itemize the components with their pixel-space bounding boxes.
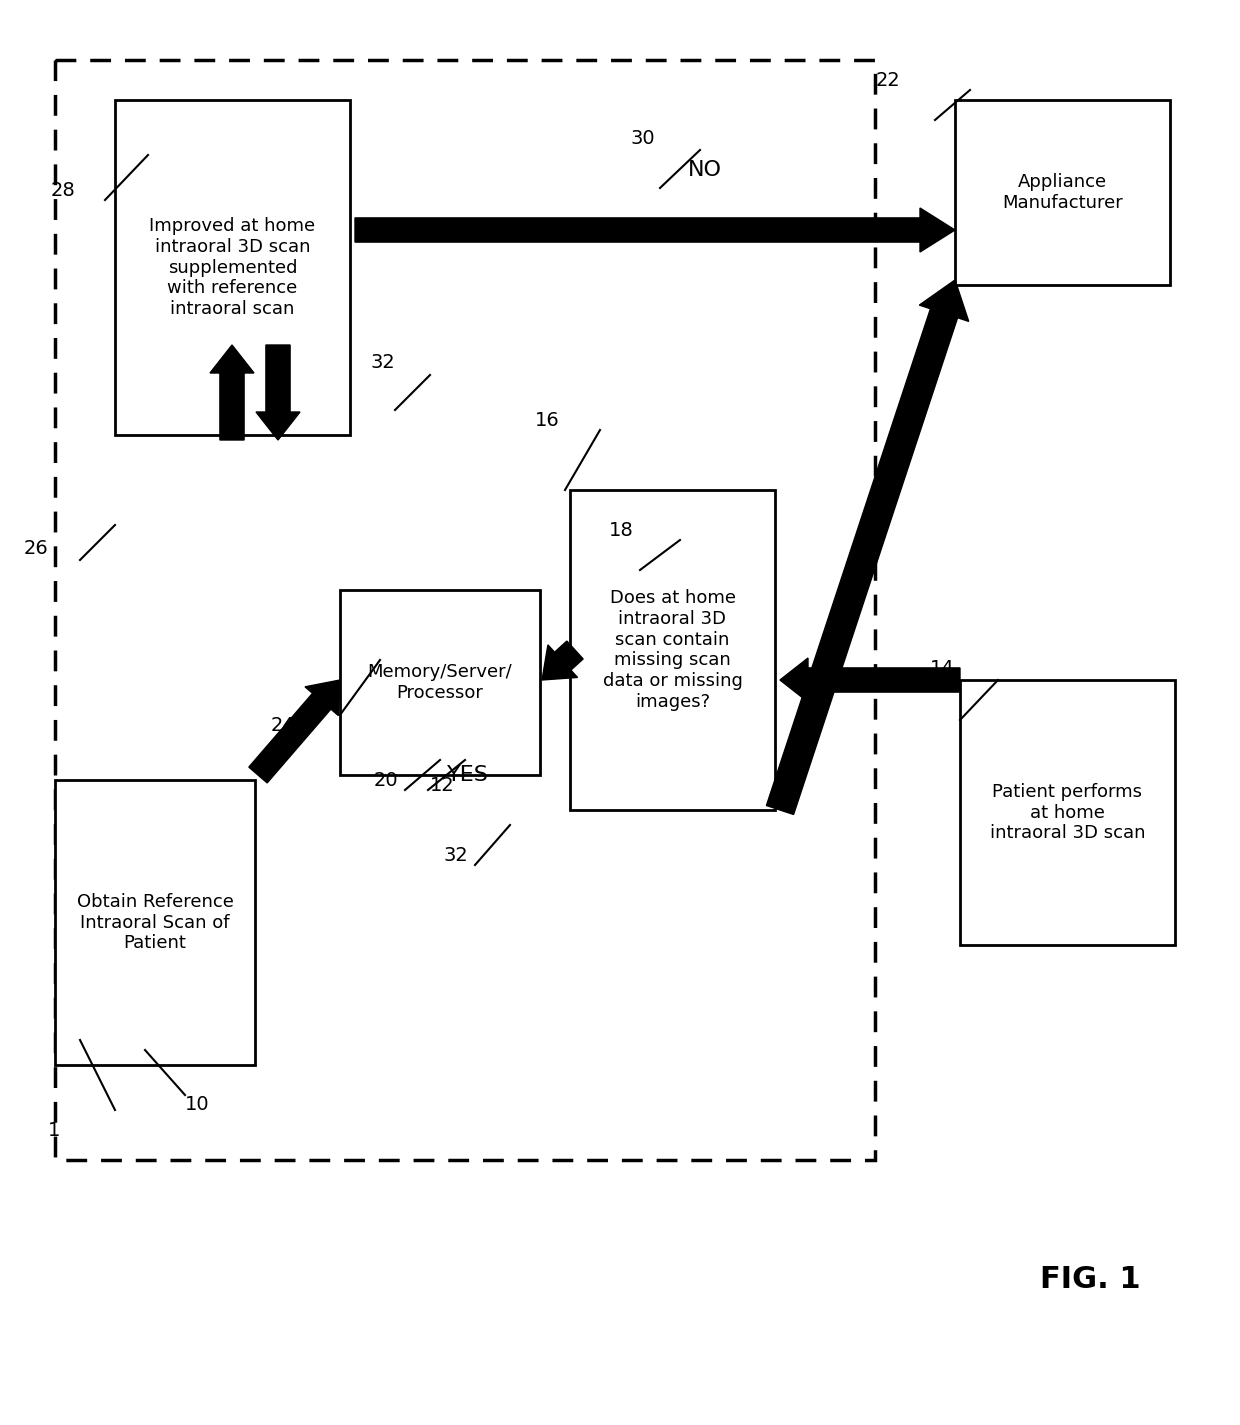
- Text: 22: 22: [875, 70, 900, 90]
- Bar: [955, 100, 1171, 285]
- Bar: [340, 590, 539, 775]
- Bar: [115, 100, 350, 435]
- Bar: [55, 60, 875, 1160]
- Text: 30: 30: [630, 128, 655, 148]
- Text: 24: 24: [270, 715, 295, 734]
- Text: Patient performs
at home
intraoral 3D scan: Patient performs at home intraoral 3D sc…: [990, 782, 1146, 842]
- Polygon shape: [542, 641, 583, 680]
- Bar: [960, 680, 1176, 945]
- Polygon shape: [780, 658, 960, 703]
- Polygon shape: [249, 680, 340, 782]
- Bar: [570, 490, 775, 809]
- Text: NO: NO: [688, 160, 722, 180]
- Text: 20: 20: [373, 771, 398, 789]
- Text: 16: 16: [536, 410, 560, 429]
- Text: YES: YES: [448, 765, 489, 785]
- Text: 10: 10: [185, 1096, 210, 1114]
- Text: 14: 14: [930, 658, 955, 677]
- Polygon shape: [210, 345, 254, 440]
- Text: 1: 1: [47, 1120, 60, 1140]
- Polygon shape: [355, 208, 955, 252]
- Text: 18: 18: [609, 520, 634, 540]
- Text: Does at home
intraoral 3D
scan contain
missing scan
data or missing
images?: Does at home intraoral 3D scan contain m…: [603, 589, 743, 711]
- Text: 28: 28: [51, 181, 74, 200]
- Text: 32: 32: [443, 845, 467, 865]
- Polygon shape: [766, 279, 968, 815]
- Text: Memory/Server/
Processor: Memory/Server/ Processor: [367, 663, 512, 703]
- Text: 32: 32: [371, 352, 396, 372]
- Text: 26: 26: [24, 539, 48, 557]
- Text: 12: 12: [430, 775, 455, 795]
- Polygon shape: [255, 345, 300, 440]
- Text: Improved at home
intraoral 3D scan
supplemented
with reference
intraoral scan: Improved at home intraoral 3D scan suppl…: [150, 217, 315, 318]
- Bar: [55, 779, 255, 1064]
- Text: Appliance
Manufacturer: Appliance Manufacturer: [1002, 172, 1123, 212]
- Text: FIG. 1: FIG. 1: [1039, 1265, 1141, 1294]
- Text: Obtain Reference
Intraoral Scan of
Patient: Obtain Reference Intraoral Scan of Patie…: [77, 892, 233, 952]
